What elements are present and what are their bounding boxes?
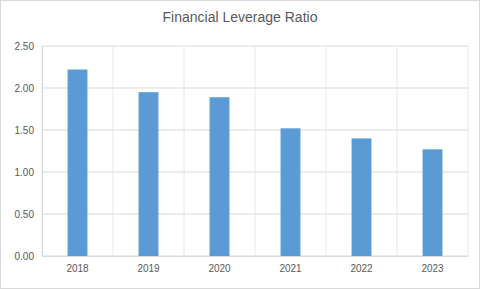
category-separator (326, 46, 327, 256)
bar (210, 97, 230, 256)
x-tick-label: 2019 (137, 263, 160, 274)
x-tick: 2019 (137, 256, 160, 274)
x-tick: 2018 (66, 256, 89, 274)
x-tick-label: 2022 (350, 263, 373, 274)
y-tick-label: 2.50 (15, 41, 35, 52)
y-tick: 0.50 (15, 209, 42, 220)
x-tick-label: 2021 (279, 263, 302, 274)
x-axis: 2018 2019 2020 2021 2022 2023 (43, 256, 469, 274)
bar (68, 70, 88, 256)
bar (352, 138, 372, 256)
y-tick-label: 1.00 (15, 167, 35, 178)
grid (42, 46, 468, 256)
category-separator (184, 46, 185, 256)
y-axis-line (42, 47, 43, 257)
chart-title: Financial Leverage Ratio (163, 9, 318, 25)
category-separator (255, 46, 256, 256)
y-tick: 0.00 (15, 251, 42, 262)
y-tick: 1.00 (15, 167, 42, 178)
chart: Financial Leverage Ratio 0.00 0.50 1.00 1.50… (0, 0, 480, 289)
category-separator (468, 46, 469, 256)
x-tick-label: 2020 (208, 263, 231, 274)
plot: 0.00 0.50 1.00 1.50 2.00 2.50 2018 2019 2020 2021… (15, 41, 469, 274)
x-tick-label: 2018 (66, 263, 89, 274)
category-separator (42, 46, 43, 256)
x-tick-label: 2023 (421, 263, 444, 274)
x-tick: 2023 (421, 256, 444, 274)
category-separator (397, 46, 398, 256)
y-axis: 0.00 0.50 1.00 1.50 2.00 2.50 (15, 41, 43, 262)
y-tick-label: 2.00 (15, 83, 35, 94)
y-tick: 1.50 (15, 125, 42, 136)
bar (139, 92, 159, 256)
y-tick-label: 0.00 (15, 251, 35, 262)
y-tick-label: 1.50 (15, 125, 35, 136)
x-axis-line (43, 256, 469, 257)
x-tick: 2021 (279, 256, 302, 274)
chart-border (1, 1, 480, 289)
bars (68, 70, 443, 256)
x-tick: 2020 (208, 256, 231, 274)
y-tick-label: 0.50 (15, 209, 35, 220)
bar (423, 149, 443, 256)
bar (281, 128, 301, 256)
x-tick: 2022 (350, 256, 373, 274)
y-tick: 2.50 (15, 41, 42, 52)
y-tick: 2.00 (15, 83, 42, 94)
category-separator (113, 46, 114, 256)
